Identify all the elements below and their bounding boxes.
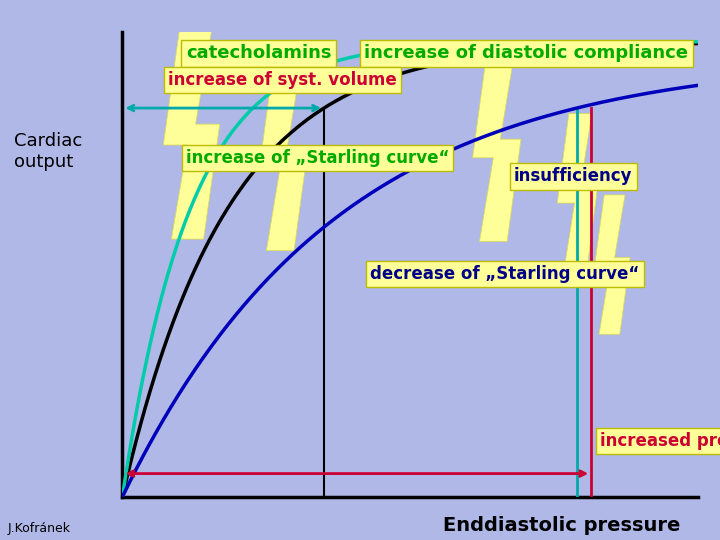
Text: Cardiac
output: Cardiac output: [14, 132, 83, 171]
Text: increase of syst. volume: increase of syst. volume: [168, 71, 397, 89]
Text: Enddiastolic pressure: Enddiastolic pressure: [443, 516, 680, 535]
Text: increased preload: increased preload: [600, 432, 720, 450]
Text: catecholamins: catecholamins: [186, 44, 331, 62]
Text: increase of diastolic compliance: increase of diastolic compliance: [364, 44, 688, 62]
Text: J.Kofránek: J.Kofránek: [7, 522, 71, 535]
Polygon shape: [557, 114, 598, 276]
Polygon shape: [259, 65, 308, 251]
Polygon shape: [472, 56, 521, 241]
Text: increase of „Starling curve“: increase of „Starling curve“: [186, 149, 449, 167]
Polygon shape: [594, 195, 630, 334]
Text: decrease of „Starling curve“: decrease of „Starling curve“: [370, 265, 639, 283]
Text: insufficiency: insufficiency: [514, 167, 633, 185]
Polygon shape: [163, 30, 220, 239]
